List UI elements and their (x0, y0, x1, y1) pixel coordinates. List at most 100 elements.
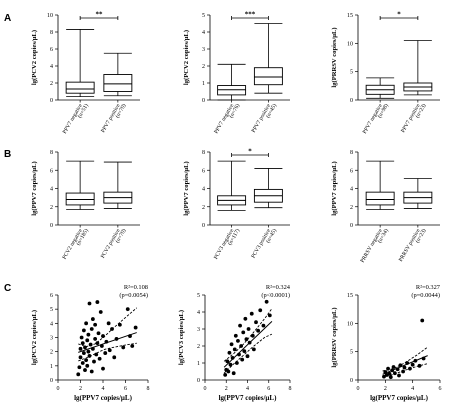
box-iqr (253, 67, 283, 86)
y-tick-label: 6 (350, 168, 353, 174)
p-value-label: (p=0.0054) (119, 292, 148, 299)
y-tick-label: 4 (202, 30, 205, 36)
data-point (387, 371, 392, 376)
y-tick-label: 5 (197, 293, 200, 299)
data-point (231, 371, 236, 376)
y-tick-label: 8 (50, 30, 53, 36)
y-tick-label: 2 (202, 64, 205, 70)
data-point (267, 313, 272, 318)
x-tick-label: 2 (79, 386, 82, 392)
y-tick-label: 5 (50, 307, 53, 313)
data-point (81, 351, 86, 355)
data-point (95, 300, 100, 304)
x-tick-label: 6 (439, 386, 442, 392)
box-2 (103, 52, 133, 97)
x-tick-label: 4 (411, 386, 414, 392)
y-tick-label: 2 (50, 350, 53, 356)
panel-label-b: B (4, 149, 11, 160)
box-2 (103, 161, 133, 209)
y-axis-title: lg(PRRSV copies/μL) (331, 27, 338, 87)
y-tick-label: 0 (202, 98, 205, 104)
data-point (229, 342, 234, 347)
data-point (393, 371, 397, 376)
y-tick-label: 1 (50, 364, 53, 370)
data-point (236, 339, 240, 343)
data-point (97, 356, 102, 361)
data-point (401, 369, 405, 374)
x-tick-label: 4 (102, 386, 105, 392)
y-axis-title: lg(PPV7 copies/μL) (331, 161, 338, 215)
significance-mark: * (397, 11, 401, 19)
data-point (388, 375, 393, 380)
data-point (223, 373, 228, 377)
y-tick-label: 10 (47, 13, 53, 19)
y-tick-label: 5 (202, 13, 205, 19)
data-point (227, 350, 232, 355)
box-2 (403, 40, 433, 96)
data-point (95, 341, 100, 346)
data-point (410, 362, 415, 367)
data-point (85, 338, 90, 343)
data-point (107, 348, 112, 353)
x-tick-label: 0 (57, 386, 60, 392)
y-tick-label: 1 (197, 361, 200, 367)
p-value-label: (p<0.0001) (261, 292, 290, 299)
y-tick-label: 0 (350, 378, 353, 384)
data-point (256, 328, 261, 333)
y-tick-label: 6 (202, 168, 205, 174)
plot-7: 0 1 2 3 4 5 6 lg(PCV2 copies/μL) 0 2 4 6 8 lg(PPV7 co… (31, 284, 150, 402)
y-tick-label: 10 (347, 321, 353, 327)
x-tick-label: 6 (124, 386, 127, 392)
r-squared-label: R²=0.324 (266, 284, 291, 291)
box-1 (217, 160, 247, 211)
data-point (87, 301, 92, 306)
y-tick-label: 0 (350, 98, 353, 104)
data-point (96, 331, 101, 336)
y-axis-title: lg(PCV3 copies/μL) (178, 310, 185, 365)
data-point (225, 359, 230, 364)
data-point (103, 351, 108, 355)
data-point (89, 369, 94, 374)
data-point (244, 337, 249, 342)
x-axis-title: lg(PPV7 copies/μL) (74, 394, 132, 402)
data-point (79, 335, 84, 340)
x-tick-label: 4 (246, 386, 249, 392)
data-point (245, 354, 250, 359)
x-tick-label: 8 (289, 386, 292, 392)
data-point (78, 355, 83, 360)
significance-mark: ** (96, 11, 104, 19)
ci-upper-band (223, 308, 273, 362)
data-point (87, 354, 92, 358)
data-point (241, 330, 246, 335)
box-2 (253, 23, 283, 94)
y-tick-label: 4 (197, 310, 200, 316)
y-tick-label: 0 (50, 98, 53, 104)
y-tick-label: 0 (202, 223, 205, 229)
y-tick-label: 2 (50, 205, 53, 211)
data-point (93, 337, 98, 341)
box-iqr (103, 74, 133, 92)
y-tick-label: 5 (350, 350, 353, 356)
plot-8: 0 1 2 3 4 5 lg(PCV3 copies/μL) 0 2 4 6 8 lg(PPV7 cop… (178, 284, 292, 402)
y-tick-label: 8 (350, 150, 353, 156)
y-tick-label: 8 (50, 150, 53, 156)
data-point (76, 372, 81, 377)
data-point (420, 318, 425, 323)
data-point (246, 327, 251, 331)
x-tick-label: 2 (384, 386, 387, 392)
y-axis-title: lg(PCV2 copies/μL) (31, 310, 38, 365)
y-tick-label: 1 (202, 81, 205, 87)
box-1 (65, 160, 95, 210)
data-point (112, 355, 117, 360)
data-point (258, 308, 263, 313)
y-tick-label: 0 (50, 223, 53, 229)
y-tick-label: 4 (50, 64, 53, 70)
data-point (125, 307, 130, 312)
data-point (240, 357, 245, 362)
box-1 (217, 63, 247, 101)
